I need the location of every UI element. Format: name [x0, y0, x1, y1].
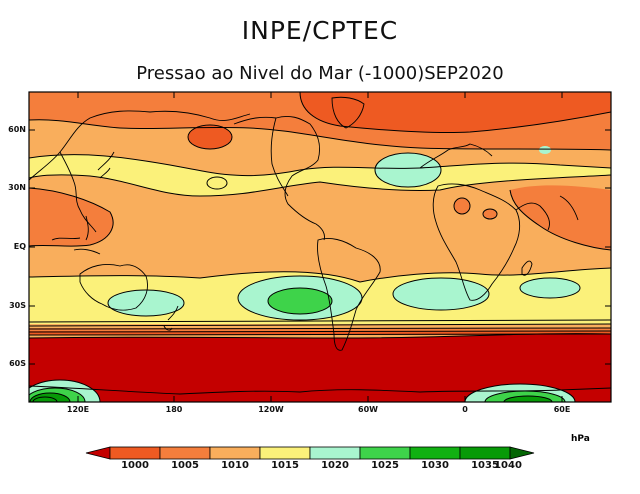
high-indian-ocean — [520, 278, 580, 298]
low-arabia — [510, 185, 611, 250]
band-s-1010 — [29, 324, 611, 329]
high-azores — [375, 153, 441, 187]
lat-label-60s: 60S — [9, 359, 26, 368]
colorbar-arrow-low — [85, 446, 111, 460]
colorbar-unit: hPa — [571, 434, 590, 444]
colorbar-cell-1005-1010 — [159, 446, 211, 460]
low-north-atlantic — [300, 92, 611, 133]
chart-title: INPE/CPTEC — [241, 16, 399, 45]
lon-label-0: 0 — [462, 405, 468, 414]
chart-subtitle: Pressao ao Nivel do Mar (-1000)SEP2020 — [136, 63, 504, 84]
lon-label-60e: 60E — [553, 405, 571, 414]
lat-label-60n: 60N — [8, 125, 26, 134]
band-s-1015 — [29, 320, 611, 326]
low-sahara-west — [454, 198, 470, 214]
low-west-pacific — [29, 188, 114, 247]
colorbar-cell-1000-1005 — [109, 446, 161, 460]
band-s-below-1000 — [29, 333, 611, 402]
lon-label-120w: 120W — [258, 405, 284, 414]
colorbar-tick-label: 1005 — [171, 460, 199, 471]
colorbar-cell-1010-1015 — [209, 446, 261, 460]
colorbar-cell-1030-1035 — [409, 446, 461, 460]
high-australia — [108, 290, 184, 316]
colorbar — [85, 446, 535, 460]
high-south-atlantic — [393, 278, 489, 310]
colorbar-arrow-high — [509, 446, 535, 460]
lat-label-30n: 30N — [8, 183, 26, 192]
colorbar-tick-label: 1000 — [121, 460, 149, 471]
colorbar-tick-label: 1020 — [321, 460, 349, 471]
band-s-1000 — [29, 331, 611, 335]
colorbar-tick-label: 1030 — [421, 460, 449, 471]
coastlines — [29, 96, 611, 395]
colorbar-cell-1035-1040 — [459, 446, 511, 460]
lon-label-180: 180 — [165, 405, 183, 414]
colorbar-tick-label: 1010 — [221, 460, 249, 471]
high-arctic-small — [539, 146, 551, 154]
colorbar-tick-label: 1040 — [494, 460, 522, 471]
low-sahara-east — [483, 209, 497, 219]
colorbar-cell-1025-1030 — [359, 446, 411, 460]
pressure-field — [29, 92, 611, 402]
lon-label-60w: 60W — [358, 405, 378, 414]
colorbar-tick-label: 1015 — [271, 460, 299, 471]
lon-label-120e: 120E — [66, 405, 90, 414]
colorbar-tick-label: 1025 — [371, 460, 399, 471]
high-north-pacific-small — [207, 177, 227, 189]
colorbar-cell-1020-1025 — [309, 446, 361, 460]
lat-label-30s: 30S — [9, 301, 26, 310]
low-north-pacific — [188, 125, 232, 149]
colorbar-cell-1015-1020 — [259, 446, 311, 460]
colorbar-tick-label: 1035 — [471, 460, 499, 471]
lat-label-eq: EQ — [13, 242, 26, 251]
high-south-pacific-core — [268, 288, 332, 314]
band-s-1005 — [29, 328, 611, 332]
